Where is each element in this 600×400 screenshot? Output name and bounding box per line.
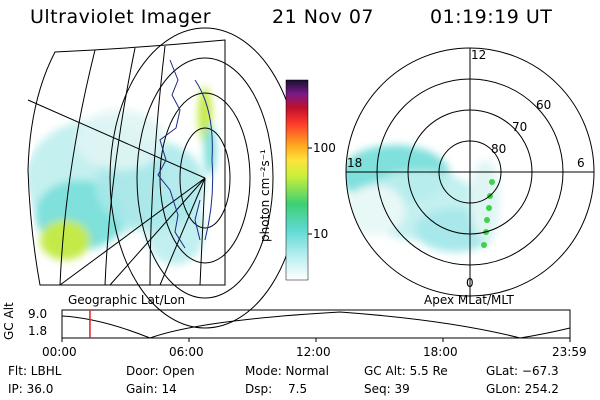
altitude-strip xyxy=(61,309,571,342)
filter-info: Flt: LBHL xyxy=(8,364,62,378)
geo-aurora-emission xyxy=(28,87,216,265)
date-label: 21 Nov 07 xyxy=(272,6,375,28)
seq-info: Seq: 39 xyxy=(364,382,410,396)
antarctica-coastline xyxy=(157,59,214,249)
time-tick-0600: 06:00 xyxy=(169,345,204,359)
gc-alt-info: GC Alt: 5.5 Re xyxy=(364,364,448,378)
polar-bright-spots xyxy=(481,179,495,248)
colorbar xyxy=(285,79,312,281)
geo-panel-caption: Geographic Lat/Lon xyxy=(68,293,186,307)
door-info: Door: Open xyxy=(126,364,195,378)
time-label: 01:19:19 UT xyxy=(430,6,553,28)
mlat-label-80: 80 xyxy=(491,142,507,156)
polar-panel-caption: Apex MLat/MLT xyxy=(424,293,514,307)
ip-info: IP: 36.0 xyxy=(8,382,54,396)
polar-grid xyxy=(345,47,595,297)
altitude-ticks xyxy=(61,338,571,342)
polar-mlat-mlt-panel xyxy=(345,47,595,297)
altitude-tick-high: 9.0 xyxy=(28,307,48,321)
mode-info: Mode: Normal xyxy=(245,364,329,378)
altitude-tick-low: 1.8 xyxy=(28,324,48,338)
mlat-label-70: 70 xyxy=(512,120,528,134)
dsp-value: 7.5 xyxy=(288,382,308,396)
time-tick-0000: 00:00 xyxy=(42,345,77,359)
glat-info: GLat: −67.3 xyxy=(486,364,559,378)
time-tick-2359: 23:59 xyxy=(552,345,587,359)
mlt-label-0: 0 xyxy=(466,276,474,290)
gain-info: Gain: 14 xyxy=(126,382,177,396)
colorbar-gradient xyxy=(285,79,309,281)
globe-outline xyxy=(27,39,226,286)
geographic-map-panel xyxy=(27,27,301,329)
mlt-label-6: 6 xyxy=(577,156,585,170)
mlt-label-12: 12 xyxy=(471,48,487,62)
colorbar-tick-100: 100 xyxy=(313,141,336,155)
glon-info: GLon: 254.2 xyxy=(486,382,559,396)
altitude-curve xyxy=(61,311,571,339)
polar-aurora-emission xyxy=(346,145,500,252)
time-tick-1200: 12:00 xyxy=(296,345,331,359)
mlat-label-60: 60 xyxy=(536,98,552,112)
instrument-title: Ultraviolet Imager xyxy=(30,6,212,28)
dsp-label: Dsp: xyxy=(245,382,273,396)
geo-meridians xyxy=(27,45,206,286)
colorbar-tick-10: 10 xyxy=(313,227,329,241)
mlt-label-18: 18 xyxy=(347,156,363,170)
altitude-axis-label: GC Alt xyxy=(2,302,16,340)
colorbar-unit-label: photon cm⁻²s⁻¹ xyxy=(258,149,272,242)
time-tick-1800: 18:00 xyxy=(423,345,458,359)
